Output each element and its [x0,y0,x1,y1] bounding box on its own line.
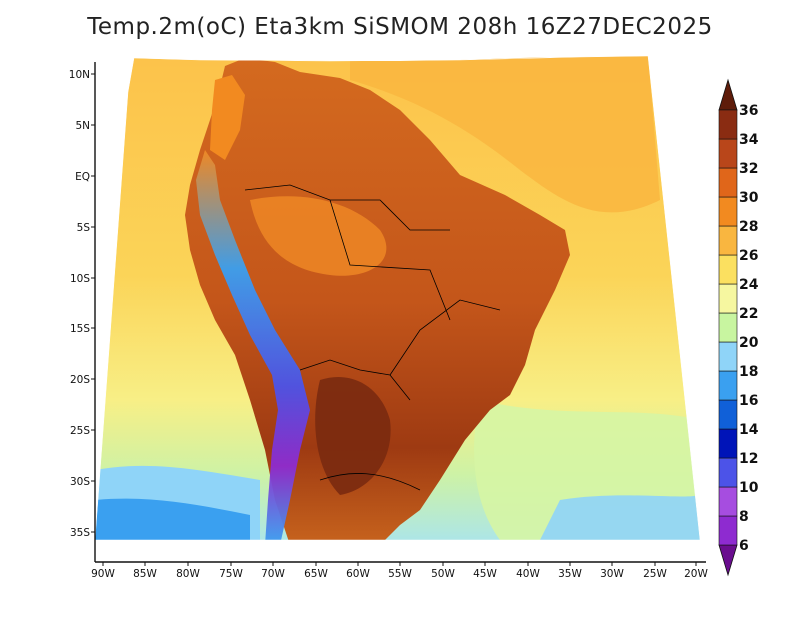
colorbar-swatch [718,283,738,314]
lat-tick-label: 20S [70,374,90,386]
lon-tick-label: 45W [473,568,497,580]
lon-tick-label: 20W [684,568,708,580]
colorbar-label: 28 [739,219,758,235]
colorbar: 6 8 10 12 14 16 18 20 22 24 26 28 30 32 34 36 [718,78,759,577]
colorbar-swatch [718,225,738,256]
colorbar-label: 14 [739,422,759,438]
lat-tick-label: 25S [70,425,90,437]
lon-tick-label: 60W [346,568,370,580]
colorbar-label: 30 [739,190,759,206]
lon-tick-label: 80W [176,568,200,580]
colorbar-label: 6 [739,538,749,554]
map-title: Temp.2m(oC) Eta3km SiSMOM 208h 16Z27DEC2… [87,14,713,40]
lon-tick-label: 65W [304,568,328,580]
colorbar-label: 34 [739,132,759,148]
colorbar-swatch [718,457,738,488]
colorbar-label: 20 [739,335,759,351]
colorbar-label: 12 [739,451,758,467]
colorbar-label: 18 [739,364,758,380]
colorbar-label: 10 [739,480,759,496]
colorbar-label: 26 [739,248,758,264]
ocean-colder-patch-west [95,498,250,540]
lat-tick-label: 35S [70,527,90,539]
lat-tick-label: 15S [70,323,90,335]
lon-tick-label: 75W [219,568,243,580]
lon-tick-label: 35W [558,568,582,580]
colorbar-swatch [718,138,738,169]
lon-tick-label: 30W [600,568,624,580]
lon-tick-label: 25W [643,568,667,580]
colorbar-swatch [718,515,738,546]
colorbar-swatch [718,167,738,198]
lat-tick-label: 10N [69,69,90,81]
lon-tick-label: 55W [388,568,412,580]
colorbar-arrow-min [718,544,738,577]
colorbar-swatch [718,370,738,401]
colorbar-swatch [718,428,738,459]
colorbar-swatch [718,254,738,285]
lat-tick-label: 30S [70,476,90,488]
colorbar-label: 36 [739,103,758,119]
lat-tick-label: EQ [75,171,90,183]
lat-tick-label: 10S [70,273,90,285]
lon-tick-label: 85W [133,568,157,580]
colorbar-label: 32 [739,161,758,177]
lat-tick-label: 5N [75,120,90,132]
colorbar-swatch [718,196,738,227]
colorbar-swatch [718,109,738,140]
map-frame [94,55,701,541]
lon-tick-label: 70W [261,568,285,580]
north-andes [210,75,245,160]
ocean-warm-patch-north [350,56,660,213]
colorbar-label: 22 [739,306,758,322]
colorbar-label: 8 [739,509,749,525]
colorbar-swatch [718,312,738,343]
map-area [95,56,700,540]
amazon-region [250,196,387,276]
andes-ridge [196,150,310,540]
country-borders [244,184,501,491]
colorbar-swatch [718,486,738,517]
lon-tick-label: 50W [431,568,455,580]
colorbar-arrow-max [718,78,738,111]
hot-interior-region [315,376,391,495]
lon-tick-label: 40W [516,568,540,580]
ocean-cold-patch-east [540,495,700,540]
colorbar-label: 16 [739,393,758,409]
colorbar-swatch [718,341,738,372]
latitude-axis: 10N 5N EQ 5S 10S 15S 20S 25S 30S 35S [69,69,95,539]
colorbar-label: 24 [739,277,759,293]
lat-tick-label: 5S [77,222,91,234]
lon-tick-label: 90W [91,568,115,580]
longitude-axis: 90W 85W 80W 75W 70W 65W 60W 55W 50W 45W … [91,562,708,580]
colorbar-swatch [718,399,738,430]
